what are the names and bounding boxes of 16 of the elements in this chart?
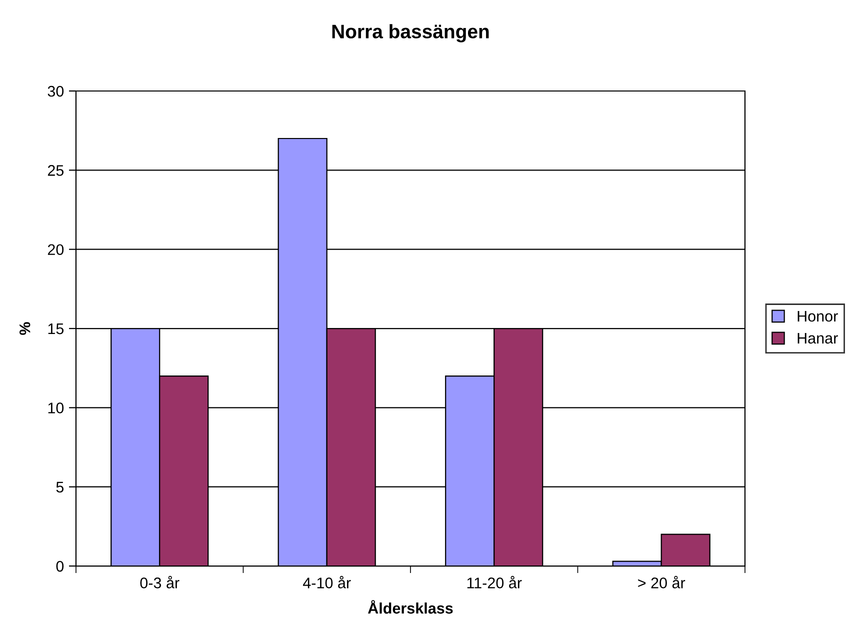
x-tick-label: > 20 år [638, 576, 686, 588]
legend-label: Hanar [798, 332, 838, 344]
y-tick-label: 30 [48, 86, 64, 97]
legend-label: Honor [798, 311, 838, 322]
y-tick-label: 15 [48, 324, 64, 334]
y-axis-title: % [19, 322, 30, 335]
x-tick-label: 0-3 år [140, 576, 180, 588]
y-tick-label: 25 [48, 165, 64, 176]
x-tick-label: 11-20 år [467, 576, 522, 588]
x-tick-label: 4-10 år [303, 576, 351, 588]
y-tick-label: 5 [56, 482, 64, 493]
chart-title: Norra bassängen [332, 24, 489, 42]
x-axis-title: Åldersklass [368, 600, 453, 614]
y-tick-label: 10 [48, 402, 64, 414]
y-tick-label: 20 [48, 244, 64, 256]
y-tick-label: 0 [56, 560, 64, 572]
